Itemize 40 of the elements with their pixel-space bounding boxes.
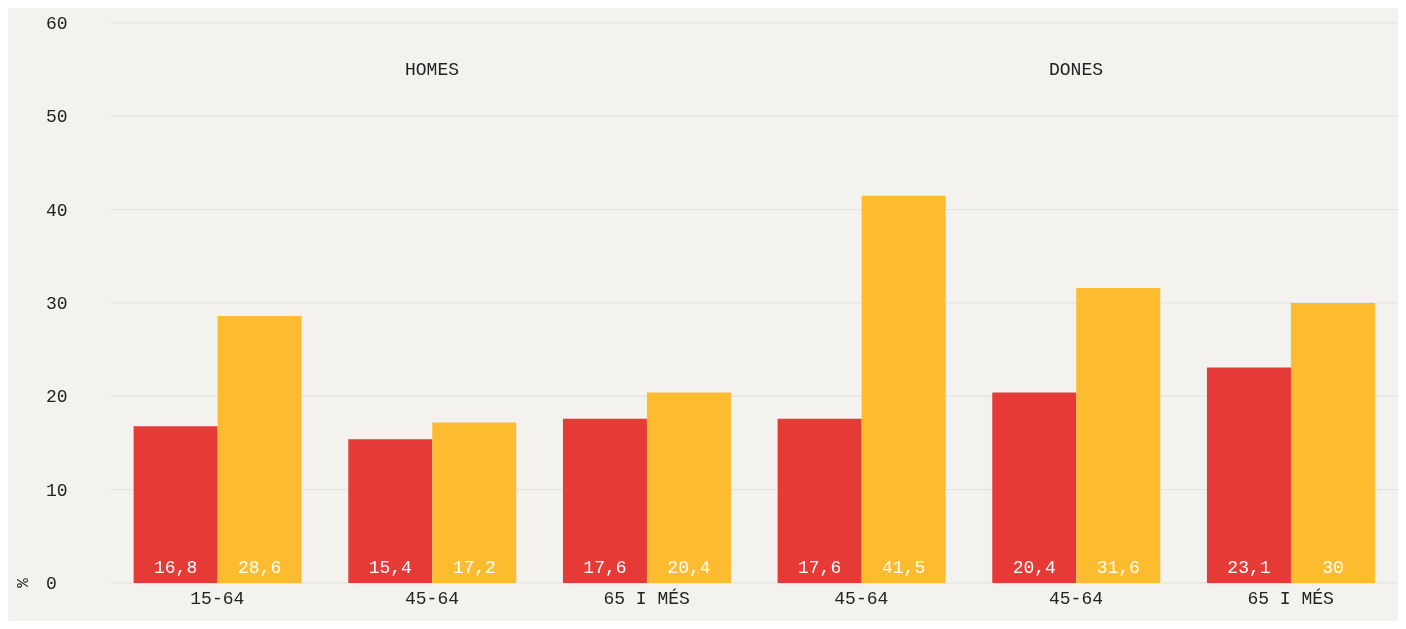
bar bbox=[562, 418, 647, 583]
data-label: 31,6 bbox=[1096, 558, 1140, 578]
annotation: DONES bbox=[1048, 60, 1104, 80]
annotation: HOMES bbox=[404, 60, 460, 80]
data-label: 17,6 bbox=[798, 558, 842, 578]
y-tick-label: 10 bbox=[46, 480, 68, 501]
bar bbox=[217, 316, 302, 583]
data-label: 28,6 bbox=[238, 558, 282, 578]
y-tick-label: 50 bbox=[46, 107, 68, 128]
y-tick-label: 20 bbox=[46, 387, 68, 408]
bar bbox=[646, 392, 731, 583]
bar bbox=[348, 439, 433, 583]
x-tick-label: 45-64 bbox=[404, 588, 460, 609]
y-tick-label: 30 bbox=[46, 294, 68, 314]
bar bbox=[992, 392, 1077, 583]
data-label: 16,8 bbox=[154, 558, 198, 578]
bar bbox=[432, 422, 517, 583]
y-axis-title: % bbox=[15, 577, 33, 588]
data-label: 17,6 bbox=[583, 558, 627, 578]
x-tick-label: 15-64 bbox=[190, 588, 245, 609]
x-tick-label: 45-64 bbox=[834, 588, 889, 609]
bar bbox=[777, 418, 862, 583]
data-label: 15,4 bbox=[368, 558, 412, 578]
y-tick-label: 40 bbox=[46, 200, 68, 221]
bar bbox=[1206, 367, 1291, 583]
x-tick-label: 45-64 bbox=[1048, 588, 1104, 609]
data-label: 20,4 bbox=[667, 558, 711, 578]
bar bbox=[133, 426, 218, 583]
y-tick-label: 60 bbox=[46, 14, 68, 34]
y-tick-label: 0 bbox=[46, 574, 57, 594]
bar bbox=[861, 195, 946, 583]
x-tick-label: 65 I MÉS bbox=[1247, 587, 1334, 609]
data-label: 17,2 bbox=[452, 558, 496, 578]
data-label: 20,4 bbox=[1012, 558, 1056, 578]
bar bbox=[1290, 303, 1375, 583]
data-label: 23,1 bbox=[1227, 558, 1271, 578]
data-label: 41,5 bbox=[882, 558, 926, 578]
bar bbox=[1076, 288, 1161, 583]
data-label: 30 bbox=[1322, 558, 1344, 578]
x-tick-label: 65 I MÉS bbox=[603, 587, 690, 609]
